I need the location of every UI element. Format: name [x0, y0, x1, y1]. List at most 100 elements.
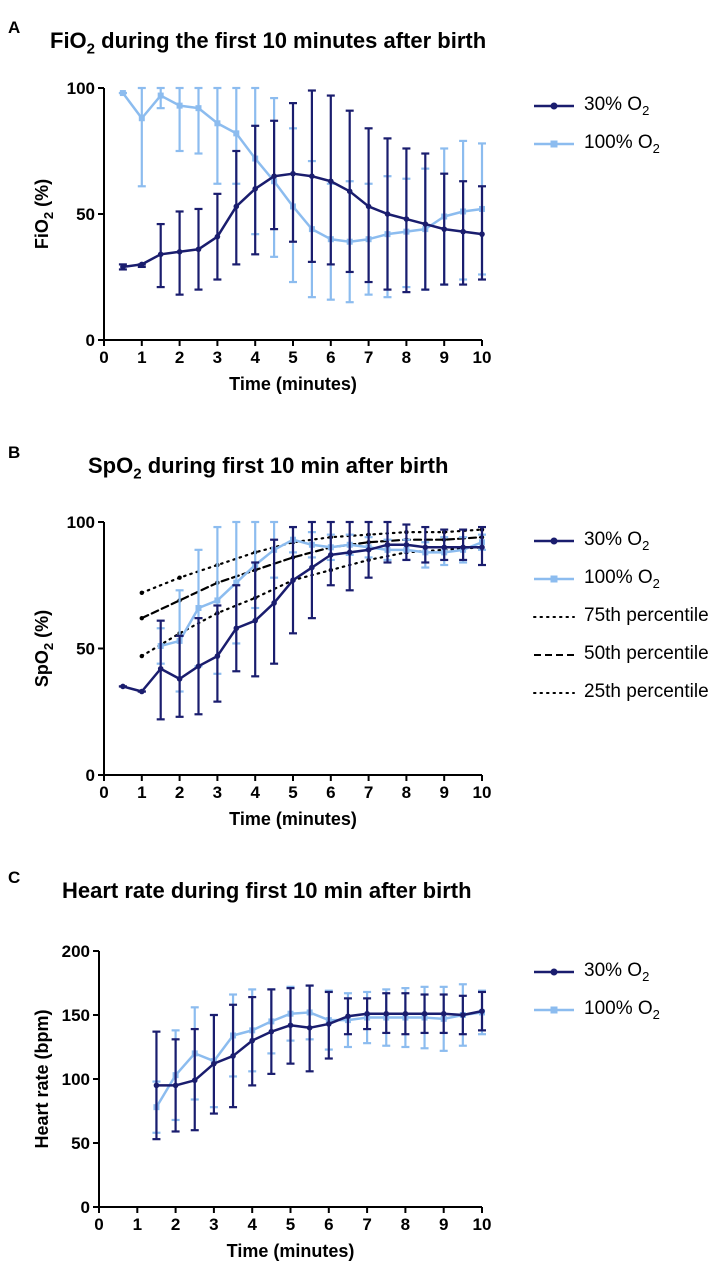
- x-tick-label: 0: [99, 348, 108, 367]
- panel-letter: A: [8, 18, 21, 37]
- panel-fio2: 0 1 2 3 4 5 6 7 8 9 10 0 50 100 Time (minutes) FiO2 (%)…: [0, 0, 726, 425]
- data-point: [460, 1012, 466, 1018]
- data-point: [479, 1008, 485, 1014]
- y-tick-label: 150: [62, 1006, 90, 1025]
- chart-title: Heart rate during first 10 min after bir…: [62, 878, 472, 903]
- legend-swatch-100-o2: [534, 1006, 574, 1014]
- data-point: [252, 186, 258, 192]
- data-point: [153, 1082, 160, 1089]
- x-tick-label: 10: [473, 348, 492, 367]
- data-point: [119, 90, 126, 97]
- x-tick-label: 8: [402, 348, 411, 367]
- y-tick-label: 50: [76, 640, 95, 659]
- data-point: [364, 1010, 370, 1017]
- data-point: [422, 544, 429, 551]
- y-tick-label: 100: [62, 1070, 90, 1089]
- data-point: [211, 1060, 217, 1067]
- data-point: [383, 1010, 390, 1017]
- data-point: [195, 105, 202, 112]
- legend-swatch-100-o2: [534, 575, 574, 583]
- x-tick-label: 10: [473, 1215, 492, 1234]
- y-tick-label: 0: [81, 1198, 90, 1217]
- y-axis-label: FiO2 (%): [32, 179, 56, 249]
- data-point: [441, 226, 448, 232]
- data-point: [157, 251, 164, 258]
- x-tick-label: 6: [326, 783, 335, 802]
- x-tick-label: 9: [439, 348, 448, 367]
- y-tick-label: 0: [86, 331, 95, 350]
- x-tick-label: 4: [247, 1215, 257, 1234]
- data-point: [176, 676, 183, 682]
- chart-title: SpO2 during first 10 min after birth: [88, 453, 449, 483]
- x-tick-label: 3: [213, 783, 222, 802]
- reference-point: [139, 590, 144, 596]
- panel-spo2: 0 1 2 3 4 5 6 7 8 9 10 0 50 100 Time (minutes) SpO2 (%)…: [0, 425, 726, 850]
- data-point: [271, 173, 277, 179]
- data-point: [176, 249, 183, 255]
- y-tick-label: 50: [76, 205, 95, 224]
- x-axis-label: Time (minutes): [229, 374, 357, 394]
- data-point: [233, 625, 240, 632]
- data-point: [422, 221, 429, 227]
- y-tick-label: 100: [67, 79, 95, 98]
- panel-letter: C: [8, 868, 21, 887]
- legend-swatch-30-o2: [534, 968, 574, 976]
- data-point: [157, 92, 164, 99]
- data-point: [249, 1037, 255, 1044]
- data-point: [290, 577, 296, 583]
- data-point: [230, 1053, 236, 1059]
- data-point: [195, 605, 202, 612]
- data-point: [309, 564, 315, 571]
- data-point: [139, 688, 145, 695]
- data-point: [309, 173, 315, 179]
- data-point: [290, 170, 296, 177]
- data-point: [346, 188, 353, 195]
- x-tick-label: 6: [326, 348, 335, 367]
- data-point: [195, 246, 202, 253]
- reference-point: [139, 615, 144, 621]
- data-point: [345, 1013, 351, 1020]
- x-tick-label: 4: [250, 783, 260, 802]
- x-tick-label: 2: [171, 1215, 180, 1234]
- data-point: [287, 1022, 294, 1029]
- data-point: [214, 597, 221, 604]
- x-tick-label: 0: [99, 783, 108, 802]
- series-line: [155, 1011, 483, 1108]
- legend-swatch-75th: [533, 616, 575, 618]
- data-point: [403, 541, 410, 548]
- data-point: [233, 130, 240, 137]
- x-tick-label: 6: [324, 1215, 333, 1234]
- data-point: [120, 683, 126, 690]
- x-tick-label: 5: [286, 1215, 295, 1234]
- panel-heart-rate: 0 1 2 3 4 5 6 7 8 9 10 0 50 100 150 200 Time (minutes) He…: [0, 850, 726, 1276]
- legend-swatch-25th: [533, 692, 575, 694]
- x-tick-label: 9: [439, 1215, 448, 1234]
- x-tick-label: 7: [364, 783, 373, 802]
- data-point: [233, 203, 240, 210]
- x-axis-label: Time (minutes): [229, 809, 357, 829]
- series-line: [156, 1009, 483, 1087]
- x-tick-label: 1: [137, 348, 146, 367]
- x-tick-label: 8: [401, 1215, 410, 1234]
- x-tick-label: 5: [288, 783, 297, 802]
- data-point: [252, 617, 258, 624]
- data-point: [176, 102, 183, 109]
- series-line: [121, 92, 483, 243]
- data-point: [138, 115, 145, 122]
- y-tick-label: 0: [86, 766, 95, 785]
- data-point: [479, 231, 485, 237]
- x-tick-label: 8: [402, 783, 411, 802]
- data-point: [440, 1010, 447, 1017]
- x-tick-label: 1: [137, 783, 146, 802]
- data-point: [268, 1028, 275, 1035]
- data-point: [195, 663, 202, 670]
- y-tick-label: 200: [62, 942, 90, 961]
- x-tick-label: 1: [133, 1215, 142, 1234]
- legend-swatch-50th: [534, 654, 574, 656]
- data-point: [384, 211, 391, 217]
- x-axis-label: Time (minutes): [227, 1241, 355, 1261]
- data-point: [214, 653, 221, 659]
